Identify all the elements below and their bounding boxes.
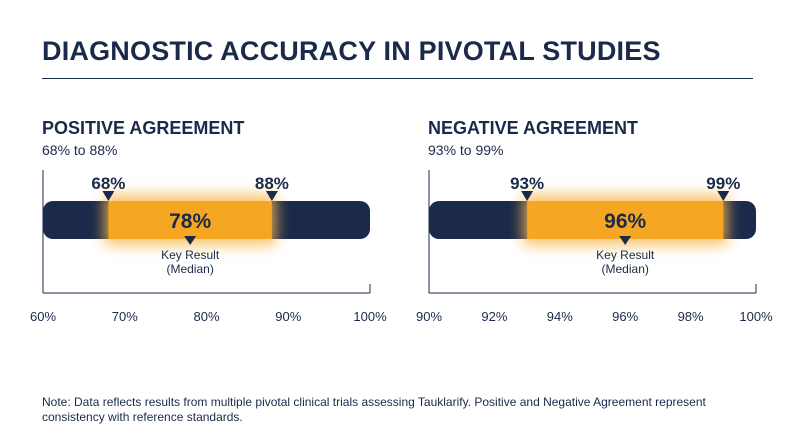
high-marker <box>717 191 730 201</box>
high-value-label: 88% <box>255 174 289 193</box>
tick-label: 92% <box>481 309 507 324</box>
tick-label: 90% <box>275 309 301 324</box>
high-marker <box>265 191 278 201</box>
tick-label: 96% <box>612 309 638 324</box>
key-result-label: Key Result <box>161 248 220 262</box>
median-value-label: 96% <box>604 210 646 233</box>
median-marker <box>184 236 197 245</box>
negative-agreement-chart: 93% 99% 96% Key Result(Median) 90% 92% 94% 96% 9… <box>416 170 773 324</box>
median-marker <box>619 236 632 245</box>
median-value-label: 78% <box>169 210 211 233</box>
tick-label: 98% <box>678 309 704 324</box>
low-value-label: 68% <box>91 174 125 193</box>
panel-heading: NEGATIVE AGREEMENT <box>428 118 639 138</box>
key-result-sublabel: (Median) <box>602 262 649 276</box>
tick-label: 100% <box>739 309 773 324</box>
tick-label: 60% <box>30 309 56 324</box>
tick-label: 80% <box>193 309 219 324</box>
high-value-label: 99% <box>706 174 740 193</box>
title-divider <box>42 78 753 79</box>
tick-label: 90% <box>416 309 442 324</box>
panel-range: 93% to 99% <box>428 142 504 158</box>
page-title: DIAGNOSTIC ACCURACY IN PIVOTAL STUDIES <box>42 36 661 66</box>
panel-heading: POSITIVE AGREEMENT <box>42 118 245 138</box>
key-result-sublabel: (Median) <box>166 262 213 276</box>
positive-agreement-chart: 68% 88% 78% Key Result(Median) 60% 70% 80% 90% 1… <box>30 170 387 324</box>
negative-agreement-panel: NEGATIVE AGREEMENT 93% to 99% 93% 99% 96% K… <box>386 0 773 447</box>
range-bar <box>108 201 272 239</box>
tick-label: 94% <box>547 309 573 324</box>
tick-label: 70% <box>112 309 138 324</box>
key-result-label: Key Result <box>596 248 655 262</box>
tick-label: 100% <box>353 309 387 324</box>
positive-agreement-panel: POSITIVE AGREEMENT 68% to 88% 68% 88% 78% K… <box>0 0 387 447</box>
footnote: Note: Data reflects results from multipl… <box>42 395 706 424</box>
range-bar <box>527 201 724 239</box>
low-value-label: 93% <box>510 174 544 193</box>
low-marker <box>102 191 115 201</box>
panel-range: 68% to 88% <box>42 142 118 158</box>
low-marker <box>521 191 534 201</box>
